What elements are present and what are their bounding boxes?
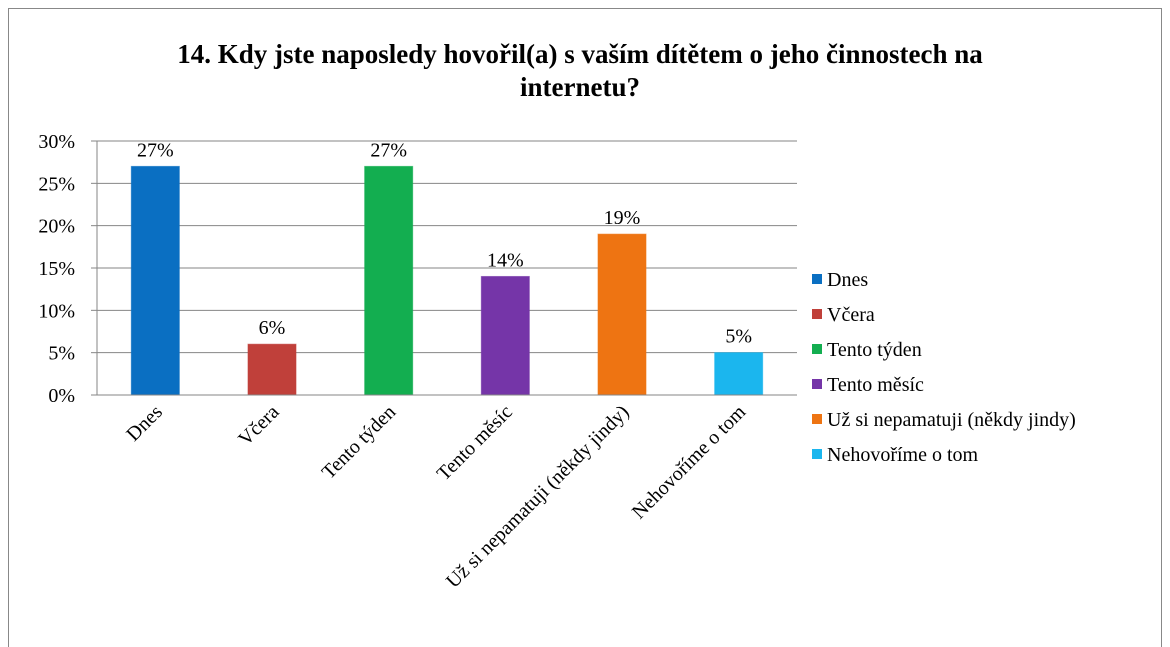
bar (480, 275, 530, 396)
y-tick-label: 30% (38, 131, 75, 153)
x-tick-label: Tento týden (318, 401, 401, 484)
data-label: 14% (487, 249, 524, 271)
x-tick-label: Už si nepamatuji (někdy jindy) (442, 401, 634, 593)
legend-marker (812, 379, 822, 389)
legend-marker (812, 309, 822, 319)
y-tick-label: 25% (38, 173, 75, 195)
data-label: 19% (604, 207, 641, 229)
y-tick-label: 5% (48, 343, 75, 365)
x-tick-label: Dnes (122, 401, 167, 446)
legend-marker (812, 449, 822, 459)
bar (247, 343, 297, 396)
chart-title: 14. Kdy jste naposledy hovořil(a) s vaší… (177, 39, 983, 102)
data-label: 5% (725, 326, 752, 348)
x-tick-label: Nehovoříme o tom (628, 401, 751, 524)
data-label: 6% (259, 317, 286, 339)
legend-label: Včera (827, 304, 875, 326)
chart-frame (8, 8, 1162, 647)
legend-label: Dnes (827, 269, 868, 291)
data-label: 27% (370, 139, 407, 161)
legend-marker (812, 344, 822, 354)
legend-label: Tento měsíc (827, 374, 924, 396)
legend-label: Už si nepamatuji (někdy jindy) (827, 409, 1076, 431)
legend-marker (812, 274, 822, 284)
y-tick-label: 15% (38, 258, 75, 280)
data-label: 27% (137, 139, 174, 161)
legend-label: Nehovoříme o tom (827, 444, 979, 466)
x-tick-label: Tento měsíc (433, 401, 517, 485)
y-tick-label: 10% (38, 300, 75, 322)
legend-label: Tento týden (827, 339, 922, 361)
bar (597, 233, 647, 396)
bar (364, 165, 414, 396)
legend-marker (812, 414, 822, 424)
bar (714, 352, 764, 396)
y-tick-label: 0% (48, 385, 75, 407)
y-tick-label: 20% (38, 216, 75, 238)
x-tick-label: Včera (234, 401, 283, 450)
bar (130, 165, 180, 396)
